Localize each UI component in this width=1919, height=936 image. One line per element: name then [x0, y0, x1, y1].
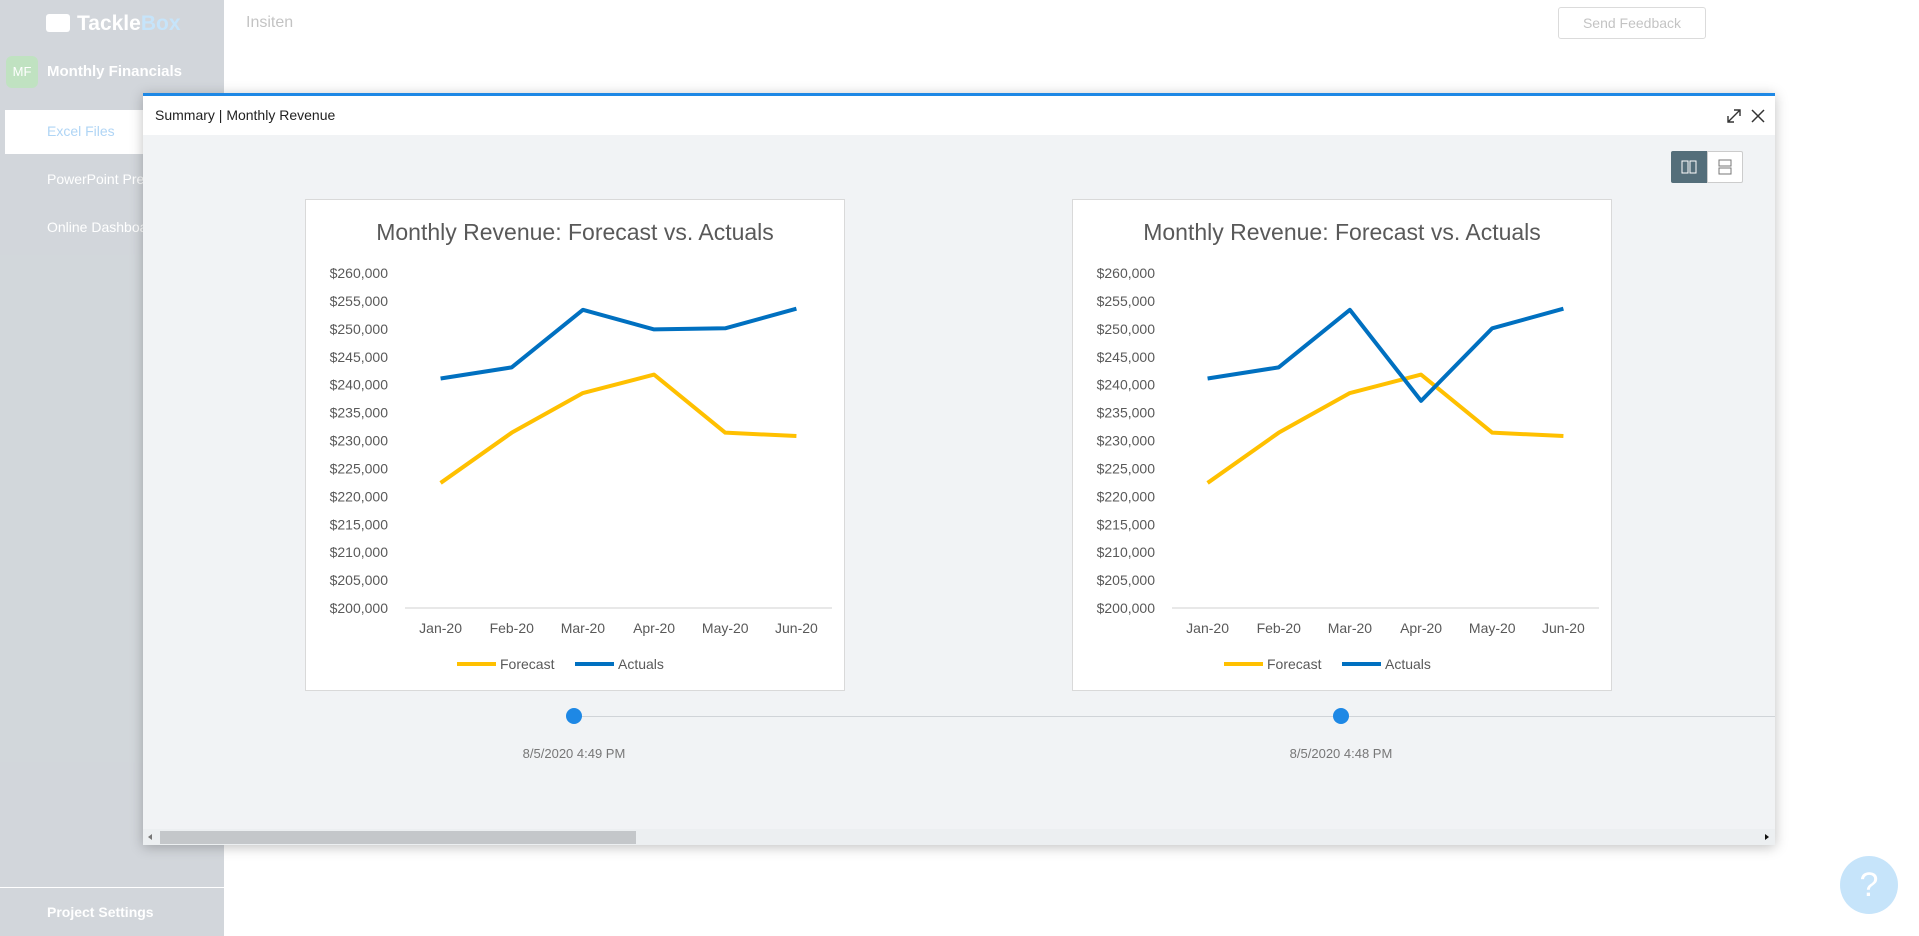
x-tick-label: Jun-20 [1542, 620, 1585, 636]
x-tick-label: Feb-20 [1257, 620, 1302, 636]
x-tick-label: Mar-20 [561, 620, 606, 636]
scroll-thumb[interactable] [160, 831, 636, 844]
chart: Monthly Revenue: Forecast vs. Actuals $20… [1097, 219, 1599, 672]
y-tick-label: $235,000 [330, 405, 389, 421]
logo-part: Box [140, 12, 181, 35]
scrollbar [143, 829, 1775, 845]
version-date: 8/5/2020 4:48 PM [1289, 746, 1393, 761]
y-tick-label: $230,000 [330, 433, 389, 449]
y-tick-label: $215,000 [1097, 516, 1156, 532]
y-tick-label: $225,000 [1097, 460, 1156, 476]
feedback-button[interactable]: Send Feedback [1558, 7, 1706, 39]
y-tick-label: $215,000 [330, 516, 389, 532]
y-tick-label: $210,000 [1097, 544, 1156, 560]
y-tick-label: $250,000 [330, 321, 389, 337]
legend-label: Forecast [500, 656, 555, 672]
series-line [440, 306, 797, 381]
side-by-side-toggle[interactable] [1671, 151, 1707, 183]
project-badge[interactable]: MF [6, 56, 38, 88]
legend-label: Actuals [618, 656, 664, 672]
y-tick-label: $255,000 [330, 293, 389, 309]
chart: Monthly Revenue: Forecast vs. Actuals $20… [330, 219, 832, 672]
chart-title: Monthly Revenue: Forecast vs. Actuals [376, 219, 774, 245]
divider [0, 887, 224, 888]
x-tick-label: Feb-20 [490, 620, 535, 636]
version-date: 8/5/2020 4:49 PM [522, 746, 626, 761]
series-line [1207, 306, 1564, 403]
chart-card: Monthly Revenue: Forecast vs. Actuals $20… [1072, 199, 1612, 691]
x-tick-label: Jan-20 [419, 620, 462, 636]
y-tick-label: $205,000 [330, 572, 389, 588]
modal-title: Summary | Monthly Revenue [155, 107, 336, 123]
nav-item[interactable]: Online Dashboards [47, 219, 167, 235]
stacked-toggle[interactable] [1707, 151, 1743, 183]
logo-part: Tackle [77, 12, 141, 35]
x-tick-label: May-20 [702, 620, 749, 636]
chart-card: Monthly Revenue: Forecast vs. Actuals $20… [305, 199, 845, 691]
close-icon[interactable] [1749, 107, 1767, 125]
chart-title: Monthly Revenue: Forecast vs. Actuals [1143, 219, 1541, 245]
timeline-dot[interactable] [566, 708, 582, 724]
timeline [574, 716, 1775, 717]
y-tick-label: $205,000 [1097, 572, 1156, 588]
timeline-dot[interactable] [1333, 708, 1349, 724]
project-name[interactable]: Monthly Financials [47, 63, 183, 80]
series-line [439, 372, 797, 485]
legend-label: Forecast [1267, 656, 1322, 672]
y-tick-label: $225,000 [330, 460, 389, 476]
y-tick-label: $200,000 [330, 600, 389, 616]
y-tick-label: $250,000 [1097, 321, 1156, 337]
x-tick-label: Apr-20 [633, 620, 675, 636]
y-tick-label: $245,000 [1097, 349, 1156, 365]
y-tick-label: $240,000 [1097, 377, 1156, 393]
y-tick-label: $260,000 [1097, 265, 1156, 281]
series-line [1206, 372, 1564, 485]
nav-item[interactable]: Excel Files [47, 123, 115, 139]
x-tick-label: May-20 [1469, 620, 1516, 636]
logo-icon [46, 14, 70, 32]
y-tick-label: $200,000 [1097, 600, 1156, 616]
y-tick-label: $220,000 [1097, 488, 1156, 504]
scroll-left[interactable] [146, 833, 154, 841]
project-settings[interactable]: Project Settings [47, 904, 154, 920]
logo: TackleBox [77, 12, 181, 36]
modal: Summary | Monthly Revenue Monthly Revenu… [143, 93, 1775, 845]
x-tick-label: Apr-20 [1400, 620, 1442, 636]
y-tick-label: $245,000 [330, 349, 389, 365]
expand-icon[interactable] [1725, 107, 1743, 125]
modal-header: Summary | Monthly Revenue [143, 96, 1775, 135]
y-tick-label: $235,000 [1097, 405, 1156, 421]
x-tick-label: Mar-20 [1328, 620, 1373, 636]
y-tick-label: $230,000 [1097, 433, 1156, 449]
y-tick-label: $240,000 [330, 377, 389, 393]
help-button[interactable]: ? [1840, 856, 1898, 914]
workspace[interactable]: Insiten [246, 14, 294, 31]
legend-label: Actuals [1385, 656, 1431, 672]
y-tick-label: $260,000 [330, 265, 389, 281]
x-tick-label: Jan-20 [1186, 620, 1229, 636]
x-tick-label: Jun-20 [775, 620, 818, 636]
y-tick-label: $255,000 [1097, 293, 1156, 309]
y-tick-label: $220,000 [330, 488, 389, 504]
y-tick-label: $210,000 [330, 544, 389, 560]
scroll-right[interactable] [1763, 833, 1771, 841]
